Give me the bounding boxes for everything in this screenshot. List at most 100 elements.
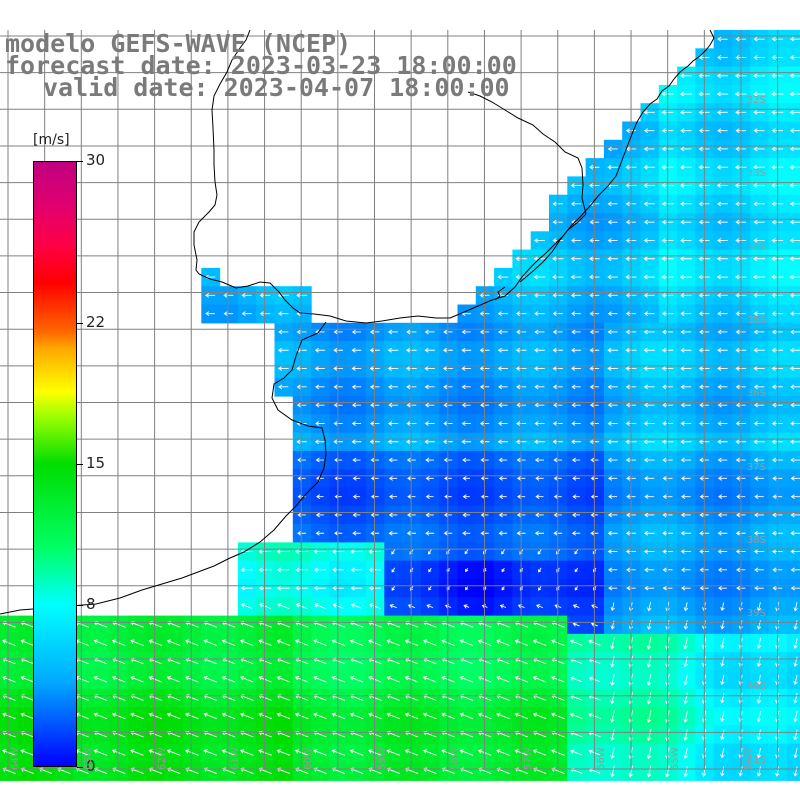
wind-arrow — [607, 256, 618, 262]
wind-arrow — [793, 729, 798, 741]
wind-arrow — [790, 530, 800, 536]
wind-arrow — [646, 692, 652, 705]
wind-arrow — [497, 421, 508, 426]
wind-arrow — [351, 384, 362, 390]
wind-arrow — [464, 549, 469, 555]
wind-arrow — [391, 585, 396, 591]
wind-arrow — [185, 639, 199, 646]
wind-arrow — [332, 585, 344, 591]
wind-arrow — [793, 637, 798, 649]
wind-arrow — [571, 329, 581, 335]
wind-arrow — [333, 421, 343, 426]
wind-arrow — [333, 439, 344, 445]
wind-arrow — [459, 676, 474, 683]
wind-arrow — [368, 585, 381, 591]
wind-arrow — [497, 311, 508, 317]
wind-arrow — [643, 274, 655, 280]
wind-arrow — [277, 311, 289, 317]
wind-arrow — [166, 749, 181, 756]
wind-arrow — [643, 201, 655, 207]
wind-arrow — [643, 384, 655, 390]
coastline-argentina — [0, 321, 327, 615]
wind-arrow — [535, 475, 544, 481]
wind-arrow — [461, 366, 472, 371]
wind-arrow — [241, 603, 253, 609]
wind-arrow — [756, 710, 762, 723]
wind-arrow — [572, 604, 580, 609]
wind-arrow — [334, 530, 343, 536]
latitude-label: 33S — [746, 168, 766, 180]
wind-arrow — [258, 567, 272, 573]
wind-arrow — [571, 421, 581, 426]
wind-arrow — [276, 749, 291, 756]
wind-arrow — [315, 512, 324, 518]
wind-arrow — [424, 384, 435, 390]
wind-arrow — [148, 749, 163, 756]
wind-arrow — [717, 128, 728, 134]
wind-arrow — [428, 586, 432, 591]
wind-arrow — [607, 219, 618, 225]
wind-arrow — [643, 238, 655, 243]
wind-arrow — [501, 567, 505, 573]
wind-arrow — [683, 620, 689, 630]
wind-arrow — [753, 439, 765, 445]
wind-arrow — [130, 712, 144, 720]
wind-arrow — [756, 692, 762, 704]
wind-arrow — [717, 146, 728, 152]
wind-arrow — [442, 347, 453, 353]
wind-arrow — [461, 329, 471, 335]
wind-arrow — [716, 256, 729, 262]
wind-arrow — [716, 183, 729, 188]
wind-arrow — [644, 585, 655, 591]
wind-arrow — [498, 530, 508, 536]
wind-arrow — [444, 475, 452, 481]
wind-arrow — [571, 366, 582, 371]
wind-arrow — [333, 402, 343, 408]
wind-arrow — [239, 639, 254, 646]
latitude-label: 41S — [746, 754, 766, 766]
wind-arrow — [646, 747, 652, 760]
wind-arrow — [166, 712, 181, 720]
wind-arrow — [276, 639, 291, 646]
wind-arrow — [716, 164, 729, 170]
wind-arrow — [334, 475, 342, 481]
wind-arrow — [790, 402, 800, 408]
wind-arrow — [680, 549, 691, 554]
wind-arrow — [680, 201, 692, 207]
wind-arrow — [680, 366, 692, 371]
wind-arrow — [793, 748, 798, 759]
wind-arrow — [790, 585, 800, 591]
wind-arrow — [717, 475, 727, 481]
wind-arrow — [753, 55, 765, 60]
wind-arrow — [370, 494, 379, 500]
wind-arrow — [296, 384, 307, 390]
wind-arrow — [422, 676, 437, 683]
wind-arrow — [753, 238, 765, 243]
wind-arrow — [571, 402, 581, 408]
wind-arrow — [334, 457, 343, 463]
wind-arrow — [407, 512, 416, 518]
wind-arrow — [459, 712, 474, 720]
wind-arrow — [720, 748, 725, 759]
wind-arrow — [608, 585, 618, 591]
wind-arrow — [313, 676, 327, 683]
wind-arrow — [607, 512, 618, 518]
wind-arrow — [607, 549, 618, 554]
wind-arrow — [2, 712, 16, 720]
wind-arrow — [753, 219, 765, 225]
wind-cell — [786, 707, 800, 726]
wind-arrow — [351, 402, 361, 408]
wind-arrow — [793, 692, 798, 704]
longitude-label: 58W — [449, 747, 461, 770]
wind-arrow — [607, 457, 618, 463]
wind-arrow — [443, 329, 453, 335]
wind-arrow — [496, 749, 510, 756]
colorbar-tick-label: 30 — [86, 151, 106, 169]
wind-arrow — [424, 329, 435, 335]
wind-arrow — [720, 602, 725, 612]
wind-arrow — [459, 749, 474, 756]
wind-arrow — [570, 749, 583, 756]
wind-cell — [786, 597, 800, 617]
wind-arrow — [683, 674, 688, 686]
wind-arrow — [753, 164, 765, 170]
